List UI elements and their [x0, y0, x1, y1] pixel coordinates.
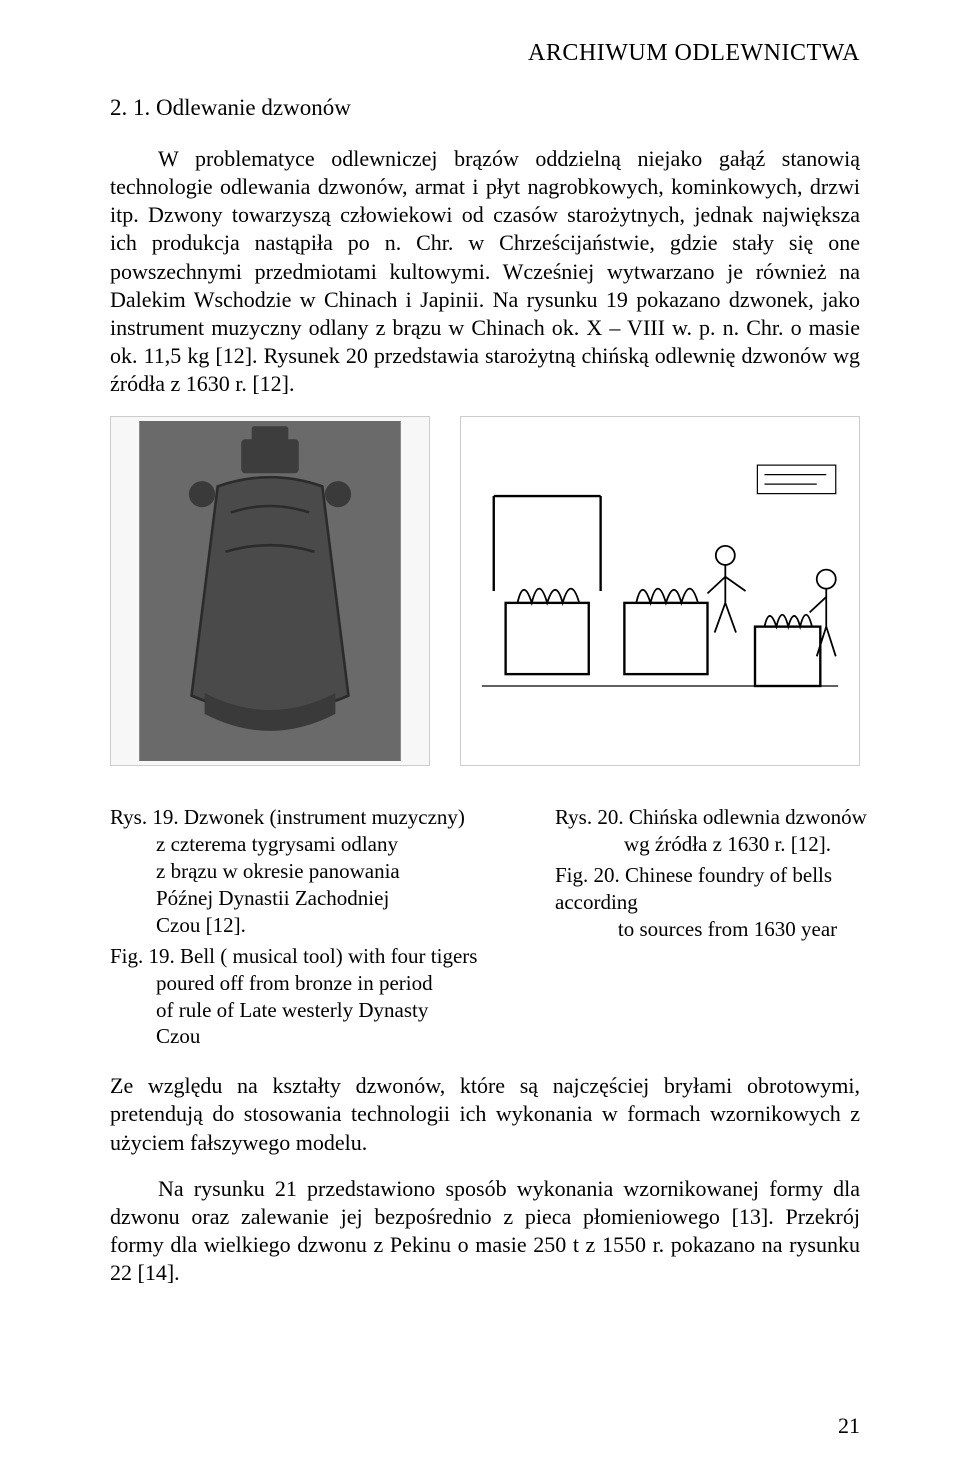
- paragraph-1: W problematyce odlewniczej brązów oddzie…: [110, 145, 860, 398]
- caption-fig20-en: Fig. 20. Chinese foundry of bells accord…: [555, 862, 900, 943]
- paragraph-2: Ze względu na kształty dzwonów, które są…: [110, 1072, 860, 1156]
- caption-line: z czterema tygrysami odlany: [110, 831, 515, 858]
- caption-fig19: Rys. 19. Dzwonek (instrument muzyczny) z…: [110, 804, 515, 1054]
- caption-line: Fig. 19. Bell ( musical tool) with four …: [110, 943, 515, 970]
- captions-row: Rys. 19. Dzwonek (instrument muzyczny) z…: [110, 804, 860, 1054]
- section-heading: 2. 1. Odlewanie dzwonów: [110, 95, 860, 121]
- caption-line: Późnej Dynastii Zachodniej: [110, 885, 515, 912]
- figures-row: [110, 416, 860, 766]
- caption-line: to sources from 1630 year: [555, 916, 900, 943]
- caption-fig20: Rys. 20. Chińska odlewnia dzwonów wg źró…: [555, 804, 900, 1054]
- paragraph-3: Na rysunku 21 przedstawiono sposób wykon…: [110, 1175, 860, 1288]
- caption-line: Fig. 20. Chinese foundry of bells accord…: [555, 862, 900, 916]
- figure-20-image: [460, 416, 860, 766]
- caption-line: Czou [12].: [110, 912, 515, 939]
- caption-line: poured off from bronze in period: [110, 970, 515, 997]
- caption-fig19-pl: Rys. 19. Dzwonek (instrument muzyczny) z…: [110, 804, 515, 938]
- figure-19: [110, 416, 430, 766]
- caption-line: Rys. 20. Chińska odlewnia dzwonów: [555, 804, 900, 831]
- page-number: 21: [838, 1413, 860, 1439]
- caption-line: wg źródła z 1630 r. [12].: [555, 831, 900, 858]
- caption-fig19-en: Fig. 19. Bell ( musical tool) with four …: [110, 943, 515, 1051]
- page: ARCHIWUM ODLEWNICTWA 2. 1. Odlewanie dzw…: [0, 0, 960, 1469]
- foundry-icon: [470, 441, 850, 741]
- caption-fig20-pl: Rys. 20. Chińska odlewnia dzwonów wg źró…: [555, 804, 900, 858]
- journal-header: ARCHIWUM ODLEWNICTWA: [110, 40, 860, 67]
- caption-line: Czou: [110, 1023, 515, 1050]
- bell-icon: [120, 421, 420, 761]
- section-number: 2. 1.: [110, 95, 150, 120]
- section-title-text: Odlewanie dzwonów: [156, 95, 351, 120]
- caption-line: z brązu w okresie panowania: [110, 858, 515, 885]
- caption-line: of rule of Late westerly Dynasty: [110, 997, 515, 1024]
- figure-19-image: [110, 416, 430, 766]
- caption-line: Rys. 19. Dzwonek (instrument muzyczny): [110, 804, 515, 831]
- figure-20: [460, 416, 860, 766]
